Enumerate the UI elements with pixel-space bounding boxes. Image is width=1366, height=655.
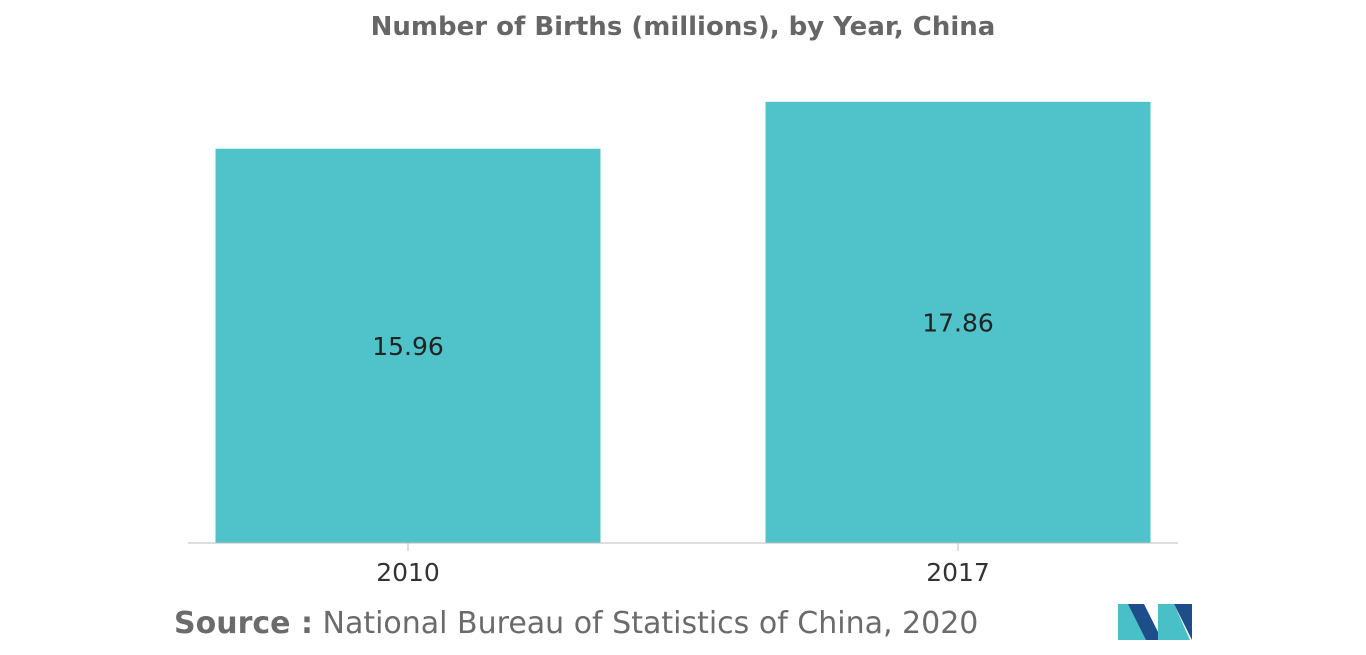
source-text: National Bureau of Statistics of China, … bbox=[322, 606, 979, 641]
logo-shape-2 bbox=[1128, 604, 1162, 640]
bars-layer bbox=[215, 101, 1151, 544]
source-line: Source : National Bureau of Statistics o… bbox=[174, 606, 978, 641]
logo-shape-3 bbox=[1158, 604, 1190, 640]
ticks-layer bbox=[407, 543, 959, 551]
bar-value-label-2010: 15.96 bbox=[372, 332, 444, 361]
logo-shape-4 bbox=[1174, 604, 1192, 640]
bar-value-label-2017: 17.86 bbox=[922, 308, 994, 337]
mordor-intelligence-logo-icon bbox=[1118, 604, 1192, 640]
bar-2017 bbox=[765, 101, 1151, 544]
labels-layer: 15.96 2010 17.86 2017 bbox=[372, 308, 994, 587]
x-tick-label-2017: 2017 bbox=[926, 558, 990, 587]
x-tick-label-2010: 2010 bbox=[376, 558, 440, 587]
chart-title: Number of Births (millions), by Year, Ch… bbox=[370, 12, 996, 42]
bar-chart: 15.96 2010 17.86 2017 bbox=[188, 101, 1178, 587]
bar-2010 bbox=[215, 148, 601, 543]
source-label: Source : bbox=[174, 606, 313, 641]
